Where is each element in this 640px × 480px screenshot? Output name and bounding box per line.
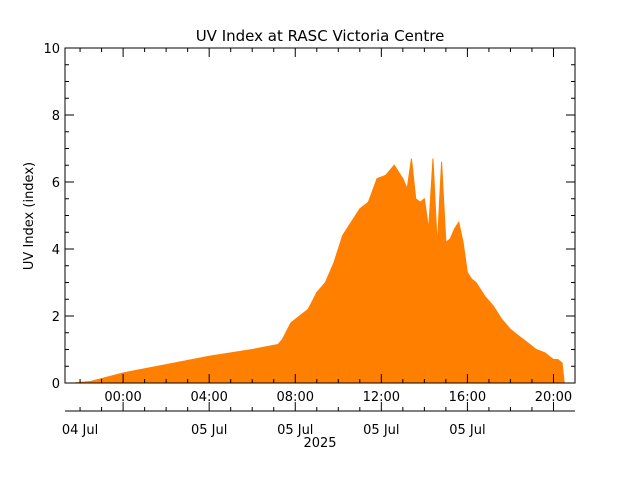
y-tick-label: 10 <box>43 42 60 57</box>
x-time-label: 12:00 <box>363 390 400 405</box>
year-label: 2025 <box>303 436 336 451</box>
x-date-label: 05 Jul <box>277 423 313 438</box>
y-tick-label: 6 <box>52 176 60 191</box>
x-time-label: 04:00 <box>190 390 227 405</box>
y-axis-ticks: 0 2 4 6 8 10 <box>43 42 575 392</box>
x-date-label: 05 Jul <box>363 423 399 438</box>
y-tick-label: 8 <box>52 109 60 124</box>
uv-area-layer <box>73 158 565 384</box>
y-tick-label: 0 <box>52 377 60 392</box>
chart-title: UV Index at RASC Victoria Centre <box>196 27 445 45</box>
y-tick-label: 2 <box>52 310 60 325</box>
x-time-label: 00:00 <box>104 390 141 405</box>
y-axis-label: UV Index (index) <box>22 162 37 270</box>
x-date-label: 05 Jul <box>191 423 227 438</box>
uv-area-series-0 <box>73 158 565 384</box>
x-date-label: 04 Jul <box>62 423 98 438</box>
x-time-label: 08:00 <box>277 390 314 405</box>
x-time-label: 16:00 <box>449 390 486 405</box>
x-time-label: 20:00 <box>535 390 572 405</box>
x-date-label: 05 Jul <box>449 423 485 438</box>
y-tick-label: 4 <box>52 243 60 258</box>
x-axis-ticks: 00:00 04:00 08:00 12:00 16:00 20:00 04 Jul 05 J… <box>62 48 575 438</box>
